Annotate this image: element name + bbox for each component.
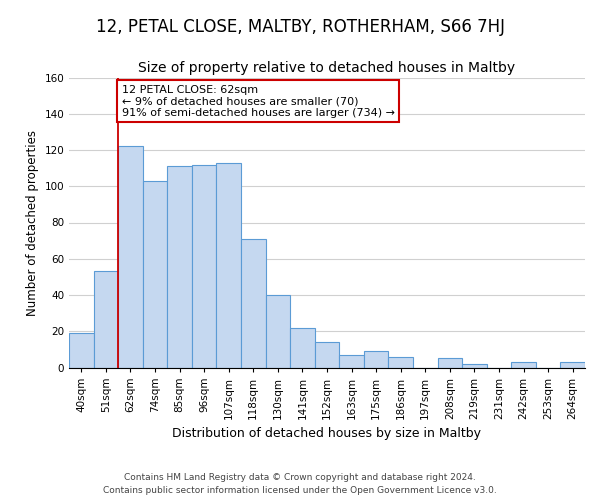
Bar xyxy=(339,355,364,368)
Bar xyxy=(511,362,536,368)
Bar xyxy=(462,364,487,368)
Bar xyxy=(315,342,339,367)
Text: 12, PETAL CLOSE, MALTBY, ROTHERHAM, S66 7HJ: 12, PETAL CLOSE, MALTBY, ROTHERHAM, S66 … xyxy=(95,18,505,36)
X-axis label: Distribution of detached houses by size in Maltby: Distribution of detached houses by size … xyxy=(173,427,482,440)
Bar xyxy=(143,181,167,368)
Bar xyxy=(192,164,217,368)
Bar xyxy=(217,162,241,368)
Bar xyxy=(167,166,192,368)
Bar xyxy=(118,146,143,368)
Text: Contains HM Land Registry data © Crown copyright and database right 2024.
Contai: Contains HM Land Registry data © Crown c… xyxy=(103,474,497,495)
Bar xyxy=(364,351,388,368)
Text: 12 PETAL CLOSE: 62sqm
← 9% of detached houses are smaller (70)
91% of semi-detac: 12 PETAL CLOSE: 62sqm ← 9% of detached h… xyxy=(122,84,395,118)
Bar xyxy=(388,356,413,368)
Bar xyxy=(69,333,94,368)
Bar xyxy=(266,295,290,368)
Y-axis label: Number of detached properties: Number of detached properties xyxy=(26,130,39,316)
Bar xyxy=(94,272,118,368)
Bar xyxy=(437,358,462,368)
Bar xyxy=(560,362,585,368)
Bar xyxy=(241,239,266,368)
Bar xyxy=(290,328,315,368)
Title: Size of property relative to detached houses in Maltby: Size of property relative to detached ho… xyxy=(139,61,515,75)
